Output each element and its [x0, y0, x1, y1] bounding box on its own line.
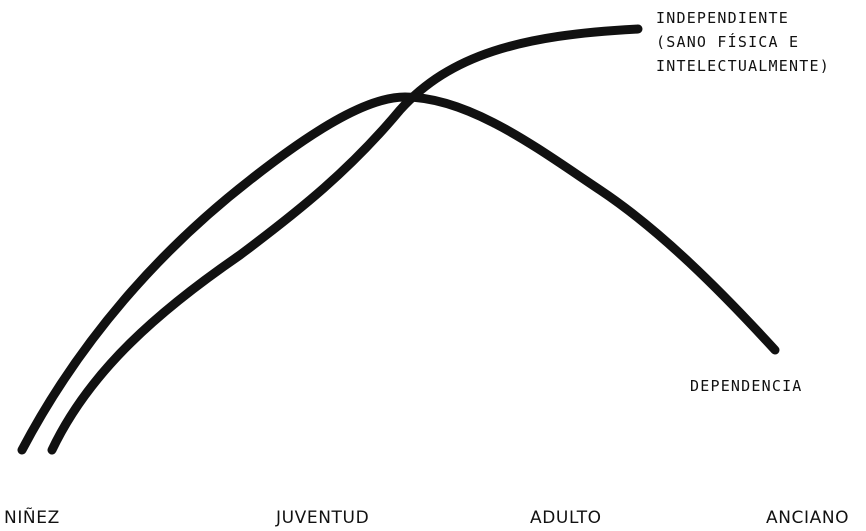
stage-label-juventud: JUVENTUD — [276, 508, 370, 528]
independence-label-line-3: INTELECTUALMENTE) — [656, 57, 830, 75]
independence-label-line-2: (SANO FÍSICA E — [656, 33, 800, 51]
dependence-label: DEPENDENCIA — [690, 377, 803, 395]
independence-label-line-1: INDEPENDIENTE — [656, 9, 789, 27]
independence-label: INDEPENDIENTE (SANO FÍSICA E INTELECTUAL… — [656, 6, 830, 78]
stage-label-anciano: ANCIANO — [766, 508, 850, 528]
dependence-curve — [17, 92, 780, 455]
stage-label-ninez: NIÑEZ — [4, 508, 60, 528]
independence-curve — [47, 24, 643, 455]
stage-label-adulto: ADULTO — [530, 508, 602, 528]
